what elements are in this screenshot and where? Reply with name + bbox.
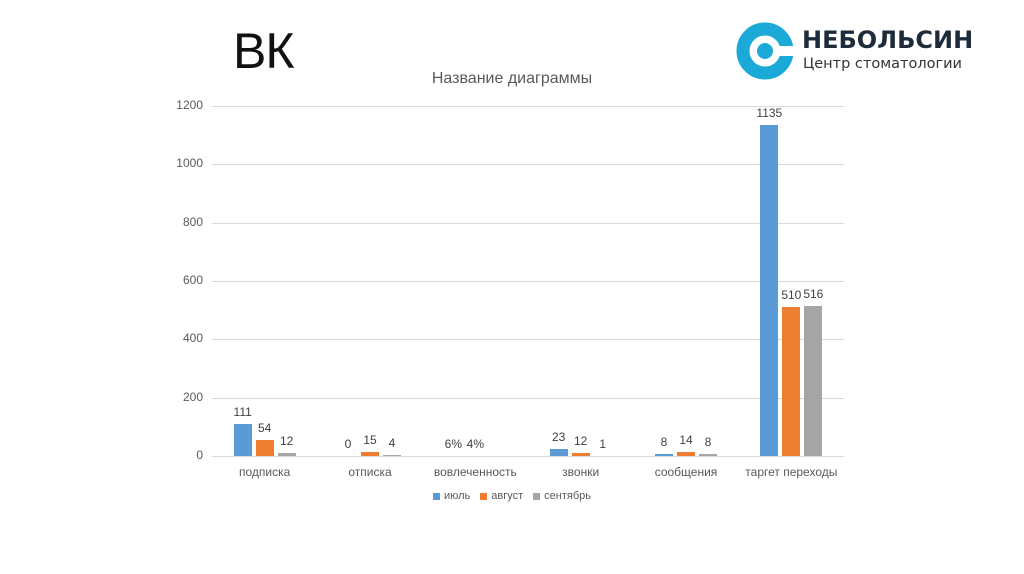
- gridline: [212, 223, 844, 224]
- data-label: 6%: [444, 437, 462, 451]
- data-label: 1: [599, 437, 606, 451]
- legend-label: август: [491, 490, 524, 502]
- bar-июль: [655, 453, 673, 456]
- data-label: 8: [704, 434, 712, 449]
- bar-август: [571, 452, 590, 456]
- chart-title-text: Название диаграммы: [431, 70, 593, 87]
- data-label: 516: [803, 286, 824, 301]
- gridline: [212, 106, 844, 107]
- data-label: 4: [388, 435, 396, 450]
- slide-title: ВК: [233, 23, 294, 79]
- data-label: 8: [660, 434, 668, 449]
- legend-label: сентябрь: [544, 490, 592, 502]
- data-label: 0: [344, 437, 352, 451]
- y-tick-label: 1200: [176, 98, 203, 112]
- logo-name: НЕБОЛЬСИН: [802, 26, 974, 54]
- legend-item-август: август: [480, 490, 523, 502]
- legend-swatch-icon: [533, 492, 541, 500]
- chart-title: Название диаграммы: [0, 70, 1024, 88]
- x-category-label: сообщения: [654, 465, 718, 479]
- legend-swatch-icon: [480, 492, 488, 500]
- x-category-label: таргет переходы: [745, 465, 838, 479]
- logo-subtitle: Центр стоматологии: [803, 56, 962, 72]
- y-tick-label: 0: [196, 448, 203, 462]
- bar-сентябрь: [804, 305, 823, 456]
- y-tick-label: 400: [182, 331, 203, 345]
- data-label: 1135: [756, 105, 783, 120]
- bar-август: [361, 451, 379, 456]
- bar-июль: [760, 124, 779, 456]
- gridline: [212, 281, 844, 282]
- gridline: [212, 339, 844, 340]
- legend-item-сентябрь: сентябрь: [533, 490, 591, 502]
- logo-mark-icon: [736, 22, 794, 80]
- y-tick-label: 600: [182, 273, 203, 287]
- y-tick-label: 1000: [176, 156, 203, 170]
- data-label: 15: [363, 432, 377, 447]
- data-label: 54: [257, 421, 272, 436]
- y-tick-label: 800: [182, 215, 203, 229]
- gridline: [212, 456, 844, 457]
- data-label: 14: [679, 432, 693, 447]
- bar-сентябрь: [699, 453, 717, 456]
- legend-label: июль: [443, 490, 471, 502]
- x-category-label: вовлеченность: [433, 465, 517, 479]
- gridline: [212, 398, 844, 399]
- data-label: 510: [781, 288, 802, 303]
- company-logo: НЕБОЛЬСИН Центр стоматологии: [736, 22, 973, 84]
- x-category-label: звонки: [562, 465, 600, 479]
- bar-август: [677, 451, 695, 456]
- data-label: 23: [551, 430, 566, 445]
- bar-август: [255, 440, 274, 456]
- data-label: 111: [233, 404, 252, 419]
- x-category-label: отписка: [348, 465, 392, 479]
- data-label: 12: [573, 433, 588, 448]
- data-label: 4%: [466, 437, 484, 451]
- gridline: [212, 164, 844, 165]
- x-category-label: подписка: [239, 465, 291, 479]
- chart-legend: июль август сентябрь: [0, 490, 1024, 503]
- data-label: 12: [279, 433, 294, 448]
- bar-август: [782, 307, 801, 456]
- legend-swatch-icon: [432, 492, 440, 500]
- legend-item-июль: июль: [432, 490, 471, 502]
- bar-июль: [549, 449, 568, 456]
- bar-сентябрь: [277, 452, 296, 456]
- bar-июль: [233, 423, 252, 456]
- bar-сентябрь: [383, 454, 401, 456]
- y-tick-label: 200: [182, 390, 203, 404]
